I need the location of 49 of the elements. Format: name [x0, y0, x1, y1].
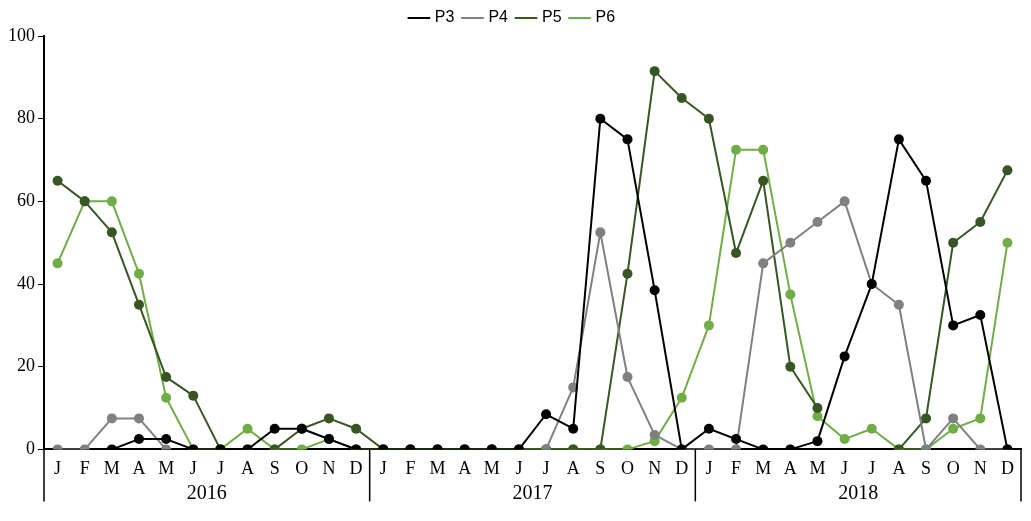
- x-tick-label: M: [483, 457, 500, 478]
- legend-label: P5: [542, 8, 562, 26]
- legend-label: P4: [488, 8, 509, 26]
- x-tick-label: D: [349, 457, 363, 478]
- x-tick-label: F: [405, 457, 416, 478]
- text: 2017: [512, 480, 553, 503]
- y-tick-label: 20: [17, 355, 35, 376]
- x-tick-label: O: [295, 457, 309, 478]
- x-tick-label: M: [429, 457, 446, 478]
- legend-label: P6: [595, 8, 616, 26]
- x-tick-label: J: [216, 457, 224, 478]
- x-tick-label: N: [648, 457, 662, 478]
- x-tick-label: M: [158, 457, 175, 478]
- x-tick-label: A: [783, 457, 797, 478]
- text: 2016: [186, 480, 227, 503]
- x-tick-label: A: [458, 457, 472, 478]
- x-tick-label: O: [946, 457, 960, 478]
- x-tick-label: M: [103, 457, 120, 478]
- x-tick-label: J: [542, 457, 550, 478]
- text: 2018: [838, 480, 879, 503]
- y-tick-label: 100: [8, 24, 35, 45]
- x-tick-label: J: [54, 457, 62, 478]
- x-tick-label: M: [809, 457, 826, 478]
- x-tick-label: N: [973, 457, 987, 478]
- legend-label: P3: [434, 8, 455, 26]
- x-tick-label: J: [515, 457, 523, 478]
- x-tick-label: A: [132, 457, 146, 478]
- x-tick-label: A: [566, 457, 580, 478]
- x-tick-label: O: [620, 457, 634, 478]
- x-tick-label: D: [675, 457, 689, 478]
- x-tick-label: S: [595, 457, 606, 478]
- y-tick-label: 40: [17, 272, 35, 293]
- x-tick-label: S: [921, 457, 932, 478]
- x-tick-label: A: [892, 457, 906, 478]
- x-tick-label: S: [269, 457, 280, 478]
- x-tick-label: J: [379, 457, 387, 478]
- x-tick-label: J: [868, 457, 876, 478]
- x-tick-label: J: [841, 457, 849, 478]
- x-tick-label: N: [322, 457, 336, 478]
- x-tick-label: F: [731, 457, 742, 478]
- y-tick-label: 80: [17, 107, 35, 128]
- x-tick-label: M: [755, 457, 772, 478]
- x-tick-label: J: [705, 457, 713, 478]
- x-tick-label: D: [1000, 457, 1014, 478]
- y-tick-label: 60: [17, 190, 35, 211]
- x-tick-label: A: [241, 457, 255, 478]
- x-tick-label: J: [189, 457, 197, 478]
- y-tick-label: 0: [26, 438, 35, 459]
- x-tick-label: F: [79, 457, 90, 478]
